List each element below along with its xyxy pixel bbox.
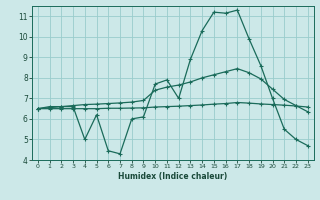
X-axis label: Humidex (Indice chaleur): Humidex (Indice chaleur) [118, 172, 228, 181]
